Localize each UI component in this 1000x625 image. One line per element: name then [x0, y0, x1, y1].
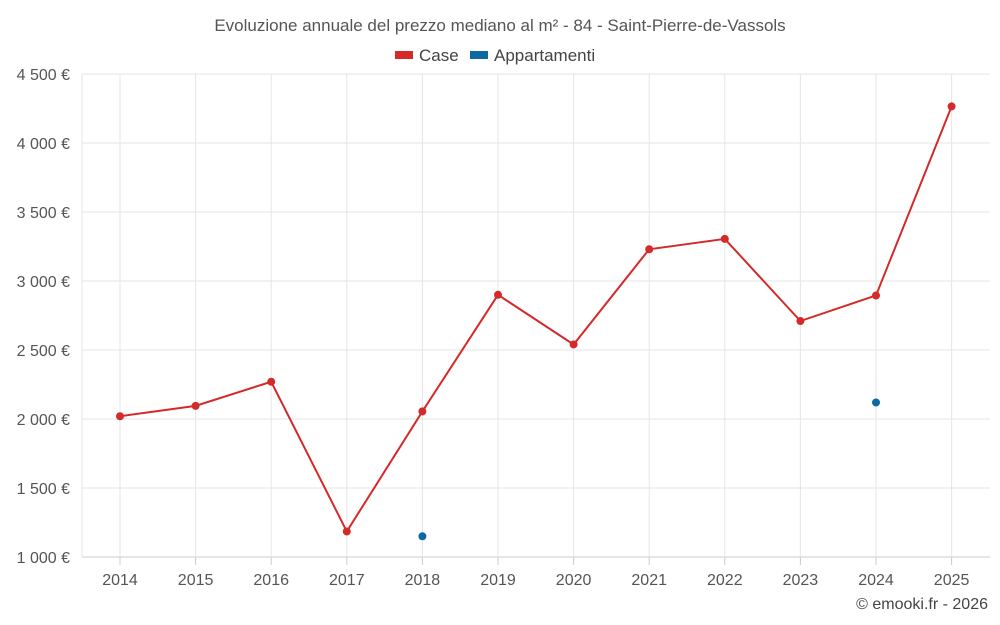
data-point [116, 412, 124, 421]
y-tick-label: 3 000 € [17, 274, 70, 291]
data-point [947, 102, 956, 111]
grid [81, 73, 990, 558]
x-tick-label: 2016 [253, 572, 289, 589]
legend-swatch [470, 51, 488, 59]
data-point [720, 234, 729, 243]
y-tick-label: 1 500 € [17, 481, 70, 498]
x-tick-label: 2017 [329, 572, 365, 589]
x-tick-label: 2019 [480, 572, 516, 589]
legend-label: Case [419, 46, 459, 65]
data-point [796, 317, 805, 326]
legend-label: Appartamenti [494, 46, 595, 65]
x-tick-label: 2015 [178, 572, 214, 589]
data-point [342, 527, 351, 536]
x-tick-label: 2024 [858, 572, 894, 589]
chart-title: Evoluzione annuale del prezzo mediano al… [214, 16, 785, 35]
data-point [494, 290, 502, 299]
legend-swatch [395, 51, 413, 59]
x-axis-ticks: 2014 2015 2016 2017 2018 2019 2020 2021 2022 2023… [102, 557, 969, 589]
data-point [569, 340, 578, 349]
series-2 [418, 398, 880, 541]
x-tick-label: 2018 [405, 572, 441, 589]
data-point [872, 398, 880, 407]
y-tick-label: 1 000 € [17, 550, 70, 567]
y-tick-label: 2 000 € [17, 412, 70, 429]
y-tick-label: 3 500 € [17, 205, 70, 222]
y-axis-ticks: 1 000 € 1 500 € 2 000 € 2 500 € 3 000 € 3 500… [17, 67, 70, 567]
x-tick-label: 2023 [783, 572, 819, 589]
x-tick-label: 2021 [631, 572, 667, 589]
series-line [119, 106, 953, 534]
y-tick-label: 2 500 € [17, 343, 70, 360]
data-point [418, 407, 427, 416]
series-layer [116, 102, 956, 541]
data-point [872, 291, 880, 300]
data-point [418, 532, 427, 541]
y-tick-label: 4 000 € [17, 136, 70, 153]
credit-text: © emooki.fr - 2026 [856, 596, 988, 613]
legend: Case Appartamenti [395, 46, 595, 65]
x-tick-label: 2022 [707, 572, 743, 589]
data-point [191, 401, 200, 410]
x-tick-label: 2014 [102, 572, 138, 589]
data-point [645, 245, 654, 254]
series-1 [116, 102, 956, 536]
x-tick-label: 2025 [934, 572, 970, 589]
data-point [267, 377, 276, 386]
y-tick-label: 4 500 € [17, 67, 70, 84]
x-tick-label: 2020 [556, 572, 592, 589]
